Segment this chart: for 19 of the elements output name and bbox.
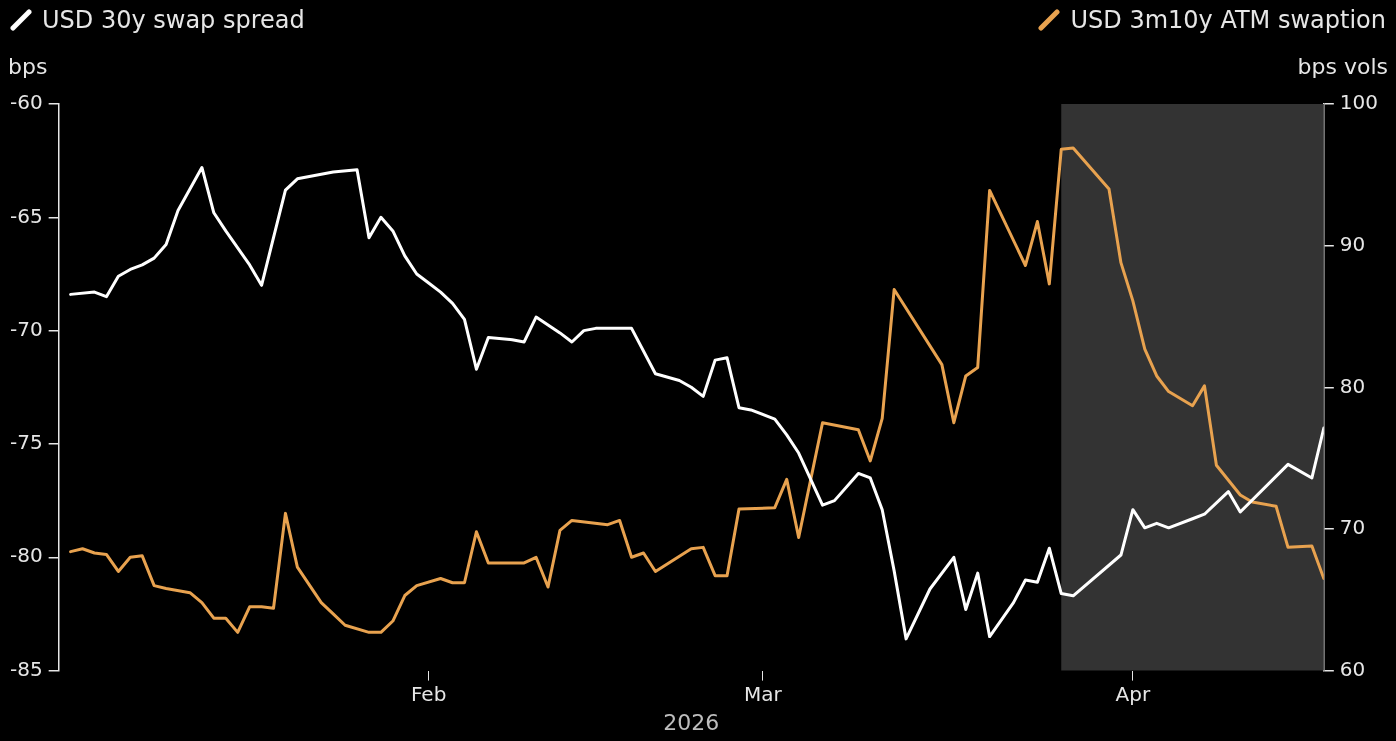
x-tick-label: Apr (1115, 681, 1151, 706)
y-tick-label: -70 (9, 316, 43, 341)
y-tick-label: -60 (9, 90, 43, 115)
x-tick-label: Mar (743, 681, 783, 706)
y-tick-label: -80 (9, 543, 43, 568)
y-tick-label: -85 (9, 656, 43, 681)
y2-tick-label: 70 (1339, 515, 1366, 540)
y2-tick-label: 90 (1339, 231, 1366, 256)
legend-label: USD 3m10y ATM swaption (1070, 6, 1386, 34)
y2-tick-label: 80 (1339, 373, 1366, 398)
y-tick-label: -75 (9, 430, 43, 455)
x-tick-label: Feb (410, 681, 447, 706)
y2-tick-label: 60 (1339, 656, 1366, 681)
legend-label: USD 30y swap spread (42, 6, 305, 34)
y2-tick-label: 100 (1339, 90, 1379, 115)
y-axis-title: bps (8, 54, 48, 79)
y2-axis-title: bps vols (1297, 54, 1388, 79)
x-axis-title: 2026 (663, 709, 720, 735)
y-tick-label: -65 (9, 203, 43, 228)
